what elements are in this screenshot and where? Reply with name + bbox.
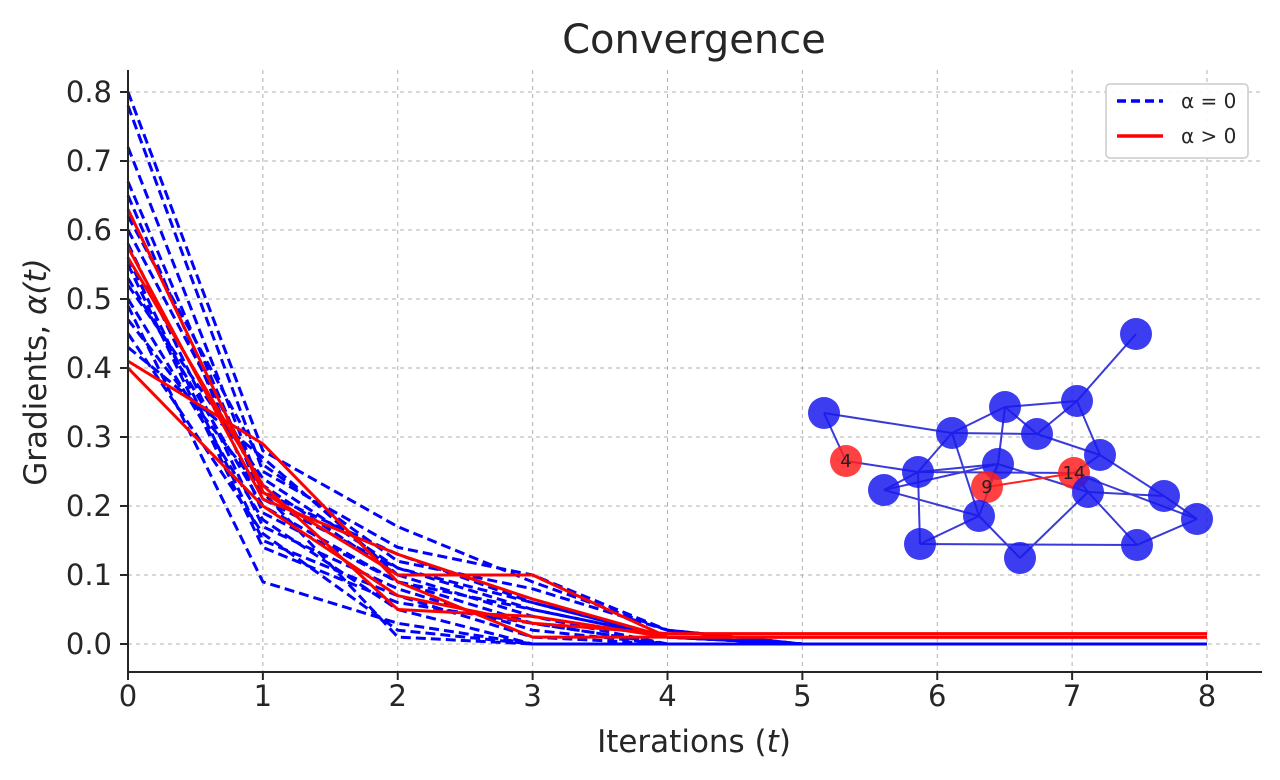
network-node-highlighted [830,445,862,477]
x-tick-label: 7 [1063,679,1081,713]
network-node-label: 4 [840,451,851,472]
network-node [1004,542,1036,574]
x-tick-label: 0 [119,679,137,713]
network-edge [823,412,953,434]
y-tick-label: 0.3 [66,420,112,454]
y-ticks: 0.0 0.1 0.2 0.3 0.4 0.5 0.6 0.7 0.8 [66,75,128,661]
series-alpha-positive-line-3 [127,359,1207,639]
legend-label-alpha-positive: α > 0 [1181,124,1236,148]
grid [127,70,1262,672]
series-alpha-positive-line-4 [126,366,1207,636]
x-tick-label: 4 [658,679,676,713]
network-edge [883,463,999,491]
series-alpha-zero-line-16 [127,346,1207,646]
y-tick-label: 0.7 [66,144,112,178]
network-node [1084,439,1116,471]
chart-title: Convergence [562,17,826,63]
x-tick-label: 3 [523,679,541,713]
network-node [904,528,936,560]
x-ticks: 0 1 2 3 4 5 6 7 8 [119,672,1216,713]
y-tick-label: 0.0 [66,627,112,661]
network-node [936,417,968,449]
network-node [1148,480,1180,512]
series-alpha-positive-group [126,208,1207,639]
y-tick-label: 0.6 [66,213,112,247]
series-alpha-zero-line-13 [126,305,1207,646]
network-node [902,456,934,488]
network-node [808,397,840,429]
network-node [1072,476,1104,508]
network-node [1120,318,1152,350]
x-tick-label: 8 [1198,679,1216,713]
y-tick-label: 0.1 [66,558,112,592]
x-tick-label: 1 [254,679,272,713]
network-node-highlighted [971,471,1003,503]
series-alpha-zero-line-8 [126,256,1207,646]
network-edge [883,489,980,517]
x-axis-label: Iterations (t) [597,724,791,760]
network-node [1061,385,1093,417]
legend: α = 0 α > 0 [1105,83,1249,159]
y-tick-label: 0.4 [66,351,112,385]
network-node [1121,529,1153,561]
y-tick-label: 0.2 [66,489,112,523]
x-tick-label: 5 [793,679,811,713]
series-alpha-zero-line-9 [126,263,1207,646]
y-axis-label: Gradients, α(t) [18,258,54,486]
y-tick-label: 0.8 [66,75,112,109]
network-node [963,500,995,532]
legend-box [1105,83,1249,159]
network-node [989,391,1021,423]
network-node [868,474,900,506]
legend-label-alpha-zero: α = 0 [1181,89,1236,113]
x-tick-label: 6 [928,679,946,713]
y-tick-label: 0.5 [66,282,112,316]
network-node [1021,418,1053,450]
x-tick-label: 2 [389,679,407,713]
network-node-label: 9 [981,477,992,498]
network-node [1181,503,1213,535]
